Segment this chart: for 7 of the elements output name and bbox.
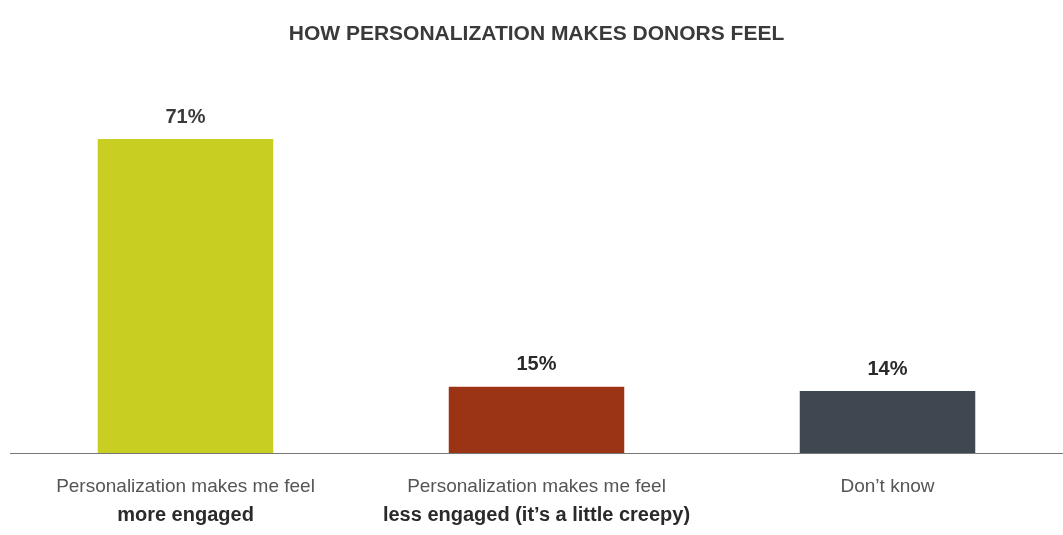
data-label: 71% <box>165 104 206 127</box>
x-tick-label: Personalization makes me feel more engaged <box>56 474 315 525</box>
chart-title: HOW PERSONALIZATION MAKES DONORS FEEL <box>288 21 785 45</box>
data-label: 14% <box>867 356 908 379</box>
data-label: 15% <box>516 352 557 375</box>
x-tick-label: Don’t know <box>840 474 935 496</box>
x-tick-label: Personalization makes me feel less engaged (it’s a little creepy) <box>382 474 691 525</box>
